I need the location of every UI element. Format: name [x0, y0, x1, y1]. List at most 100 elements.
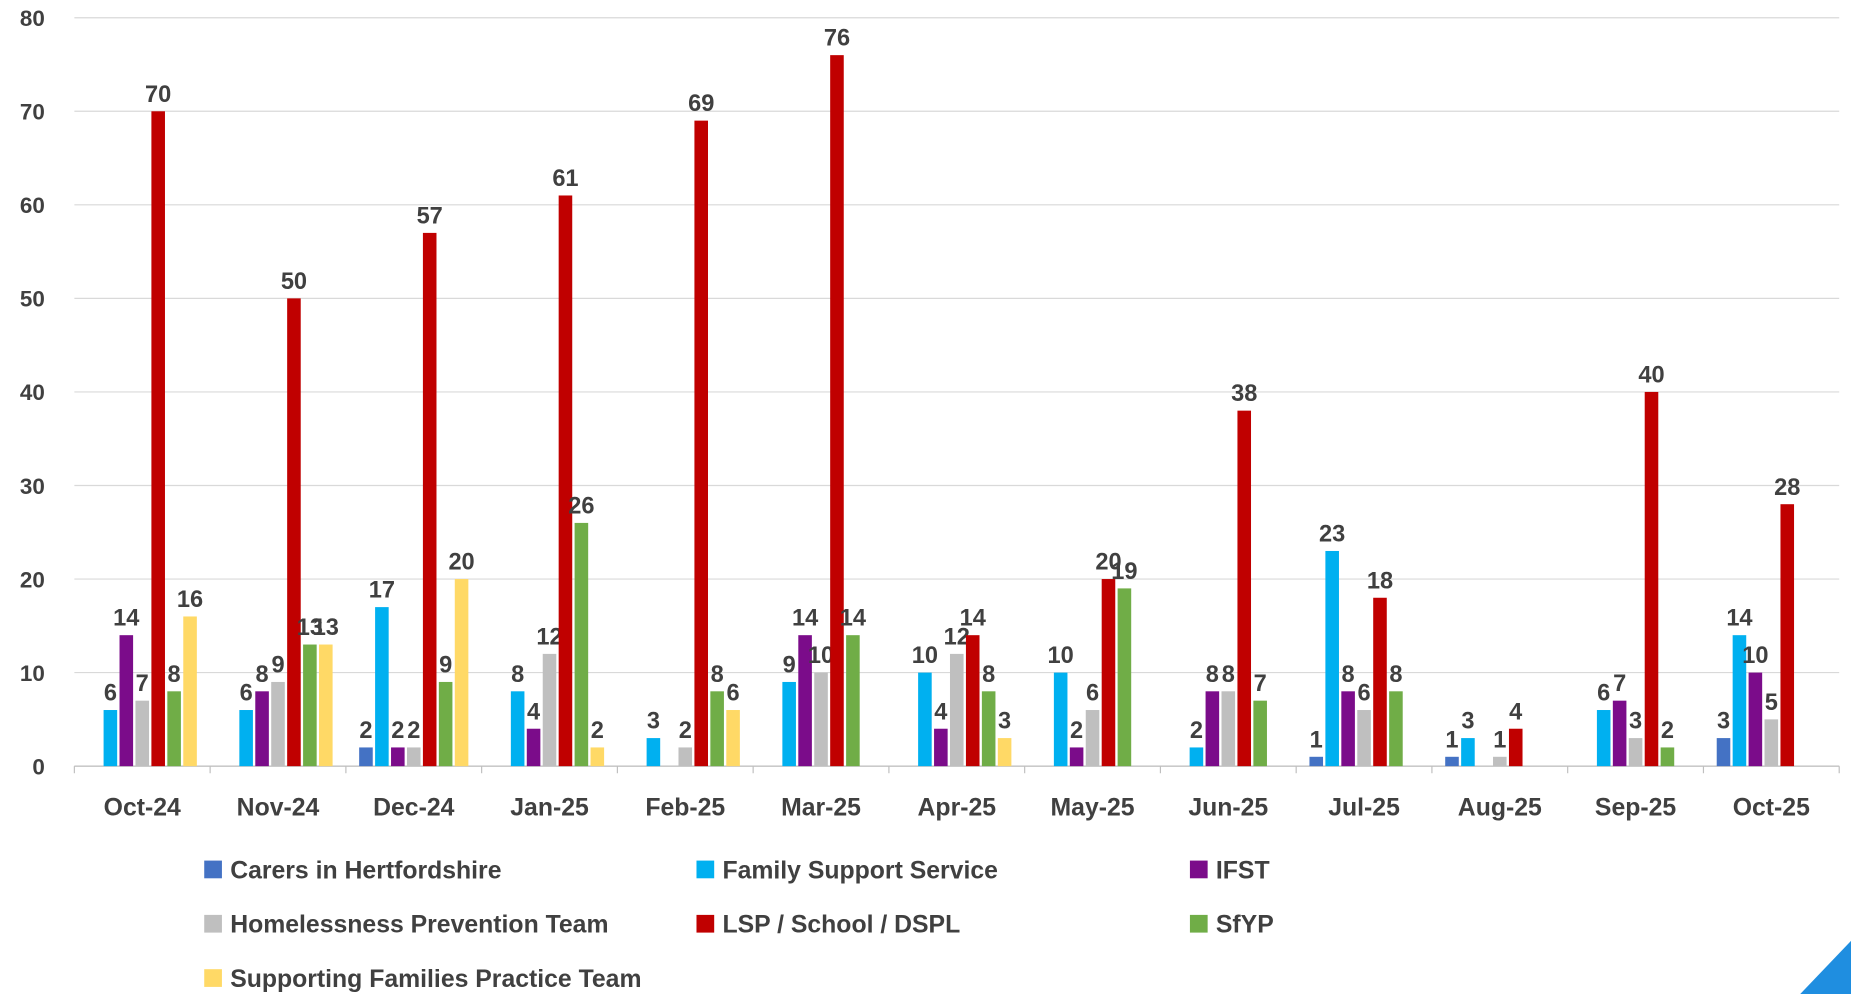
legend-swatch	[1189, 860, 1208, 879]
data-label: 4	[527, 699, 540, 725]
data-label: 40	[1638, 362, 1664, 388]
bar	[167, 691, 181, 767]
bar	[710, 691, 724, 767]
data-label: 8	[711, 662, 724, 688]
legend-label: Carers in Hertfordshire	[230, 857, 501, 884]
bar	[1205, 691, 1220, 767]
bar	[406, 747, 421, 767]
bar	[1764, 719, 1779, 767]
bar	[1628, 738, 1643, 767]
bar	[1373, 597, 1387, 767]
y-tick-label: 50	[20, 287, 45, 312]
bar	[1660, 747, 1675, 767]
bar	[726, 710, 740, 767]
data-label: 8	[1206, 662, 1219, 688]
bar	[949, 653, 964, 767]
data-label: 2	[407, 718, 420, 744]
data-label: 2	[1190, 718, 1203, 744]
data-label: 6	[1597, 681, 1610, 707]
data-label: 69	[688, 91, 714, 117]
data-label: 1	[1310, 727, 1323, 753]
data-label: 7	[1613, 671, 1626, 697]
data-label: 8	[168, 662, 181, 688]
bar	[1508, 728, 1523, 767]
data-label: 26	[568, 493, 594, 519]
x-tick-label: Jul-25	[1328, 795, 1400, 822]
data-label: 10	[1742, 643, 1768, 669]
data-label: 3	[647, 709, 660, 735]
bar	[1389, 691, 1403, 767]
legend-label: LSP / School / DSPL	[722, 912, 960, 939]
legend-swatch	[696, 860, 715, 879]
x-tick-label: Mar-25	[781, 795, 861, 822]
bar	[846, 635, 860, 767]
bar	[239, 710, 253, 767]
bar	[391, 747, 405, 767]
data-label: 10	[808, 643, 834, 669]
bar	[1325, 550, 1339, 767]
data-label: 14	[792, 606, 818, 632]
data-label: 9	[439, 653, 452, 679]
bar	[965, 635, 980, 767]
bar	[271, 681, 285, 767]
data-label: 1	[1493, 727, 1506, 753]
legend-swatch	[204, 969, 222, 987]
x-tick-label: Oct-24	[104, 795, 181, 822]
data-label: 6	[104, 681, 117, 707]
bar	[183, 616, 197, 767]
data-label: 3	[1717, 709, 1730, 735]
data-label: 18	[1367, 568, 1393, 594]
data-label: 28	[1774, 475, 1800, 501]
x-tick-label: Jan-25	[510, 795, 589, 822]
bar	[1357, 710, 1371, 767]
bar	[782, 681, 796, 767]
data-label: 7	[1254, 671, 1267, 697]
bar	[135, 700, 150, 767]
legend-label: Homelessness Prevention Team	[230, 912, 608, 939]
data-label: 8	[1222, 662, 1235, 688]
y-tick-label: 40	[20, 380, 45, 405]
bar	[918, 672, 932, 767]
legend-label: IFST	[1216, 857, 1270, 884]
bar	[678, 747, 693, 767]
bar	[438, 681, 453, 767]
x-tick-label: Nov-24	[237, 795, 320, 822]
data-label: 20	[1095, 550, 1121, 576]
bar	[1117, 588, 1132, 767]
data-label: 9	[783, 653, 796, 679]
data-label: 2	[391, 718, 404, 744]
data-label: 12	[536, 624, 562, 650]
bar	[981, 691, 996, 767]
bar	[1716, 738, 1731, 767]
y-tick-label: 80	[20, 6, 45, 31]
bar	[151, 111, 165, 767]
data-label: 57	[417, 203, 443, 229]
bar	[319, 644, 333, 767]
data-label: 38	[1231, 381, 1257, 407]
data-label: 76	[824, 26, 850, 52]
data-label: 13	[313, 615, 339, 641]
data-label: 8	[256, 662, 269, 688]
data-label: 7	[136, 671, 149, 697]
bar	[574, 522, 589, 767]
data-label: 3	[1629, 709, 1642, 735]
bar	[359, 747, 373, 767]
bar	[103, 710, 118, 767]
data-label: 23	[1319, 522, 1345, 548]
data-label: 1	[1445, 727, 1458, 753]
data-label: 3	[998, 709, 1011, 735]
data-label: 50	[281, 269, 307, 295]
data-label: 14	[1726, 606, 1752, 632]
legend-label: SfYP	[1216, 912, 1274, 939]
y-tick-label: 0	[32, 754, 44, 779]
data-label: 16	[177, 587, 203, 613]
bar	[422, 232, 437, 767]
legend-label: Family Support Service	[722, 857, 997, 884]
data-label: 2	[679, 718, 692, 744]
bar	[1069, 747, 1084, 767]
data-label: 8	[1342, 662, 1355, 688]
bar	[1237, 410, 1252, 767]
bar	[542, 653, 557, 767]
legend-swatch	[204, 914, 222, 933]
